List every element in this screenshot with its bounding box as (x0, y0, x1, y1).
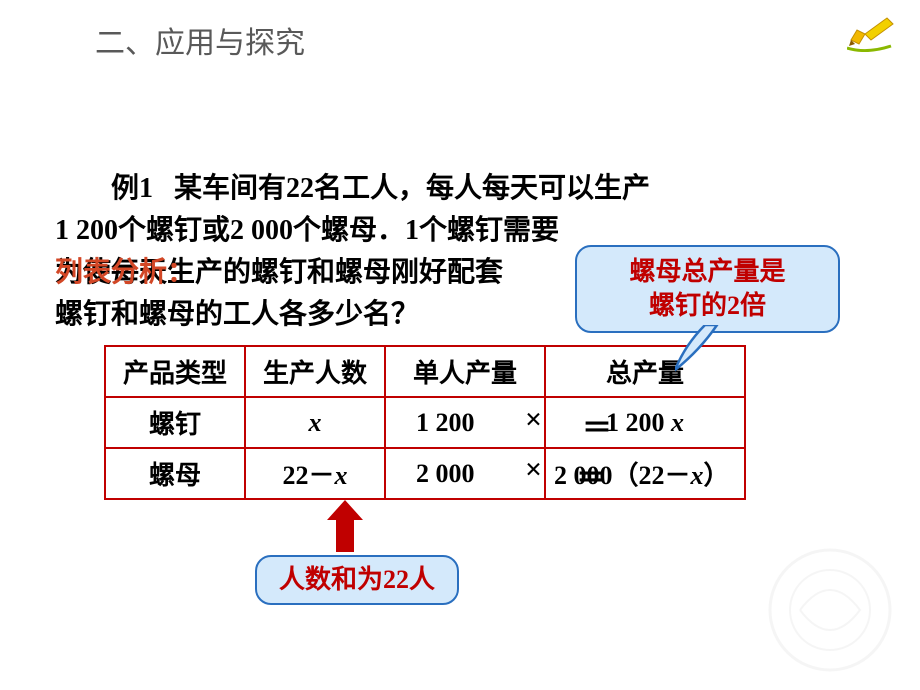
equals-row2: ＝ (576, 453, 606, 497)
pencil-note-icon (847, 12, 902, 52)
speech-tail-icon (675, 325, 735, 375)
cell: 1 200 x (545, 397, 745, 448)
table-row: 螺钉 x 1 200 1 200 x (105, 397, 745, 448)
multiply-row2: × (525, 453, 542, 487)
up-arrow-icon (327, 500, 363, 556)
callout-sum: 人数和为22人 (255, 555, 459, 605)
cell: 22－x (245, 448, 385, 499)
example-label: 例1 (111, 173, 153, 204)
cell: 1 200 (385, 397, 545, 448)
th-people: 生产人数 (245, 346, 385, 397)
section-header: 二、应用与探究 (95, 18, 305, 62)
equals-row1: ＝ (582, 403, 612, 447)
table-row: 产品类型 生产人数 单人产量 总产量 (105, 346, 745, 397)
table-row: 螺母 22－x 2 000 2 000（22－x） (105, 448, 745, 499)
analysis-table: 产品类型 生产人数 单人产量 总产量 螺钉 x 1 200 1 200 x 螺母… (104, 345, 746, 500)
multiply-row1: × (525, 403, 542, 437)
cell: 螺母 (105, 448, 245, 499)
th-product: 产品类型 (105, 346, 245, 397)
cell: 2 000（22－x） (545, 448, 745, 499)
watermark-icon (760, 540, 900, 680)
th-perunit: 单人产量 (385, 346, 545, 397)
cell: x (245, 397, 385, 448)
cell: 2 000 (385, 448, 545, 499)
cell: 螺钉 (105, 397, 245, 448)
callout-ratio: 螺母总产量是 螺钉的2倍 (575, 245, 840, 333)
analysis-label: 列表分析： (55, 250, 195, 290)
